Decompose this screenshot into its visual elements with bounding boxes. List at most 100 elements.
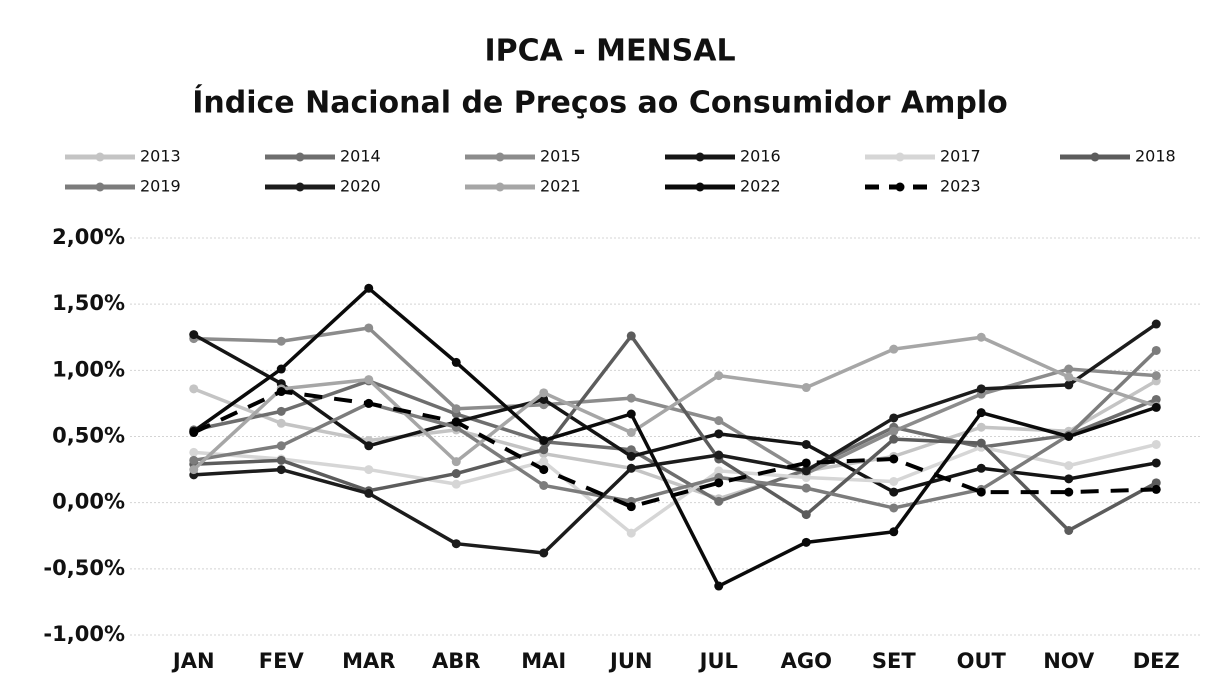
series-marker: [714, 416, 724, 426]
x-tick-label: OUT: [957, 649, 1007, 673]
series-marker: [189, 330, 199, 340]
series-marker: [276, 455, 286, 465]
series-line: [193, 349, 1158, 510]
series-marker: [626, 393, 636, 403]
legend-item: 2022: [665, 177, 781, 196]
series-marker: [276, 336, 286, 346]
series-marker: [539, 394, 549, 404]
legend-label: 2017: [940, 147, 981, 166]
series-marker: [539, 388, 549, 398]
x-tick-label: JAN: [171, 649, 215, 673]
series-marker: [1064, 474, 1074, 484]
legend-item: 2017: [865, 147, 981, 166]
series-marker: [1151, 458, 1161, 468]
legend-label: 2018: [1135, 147, 1176, 166]
legend-marker: [95, 182, 105, 192]
legend-marker: [495, 152, 505, 162]
chart-subtitle: Índice Nacional de Preços ao Consumidor …: [192, 85, 1008, 121]
series-marker: [801, 439, 811, 449]
series-marker: [1064, 525, 1074, 535]
series-marker: [889, 344, 899, 354]
series-marker: [714, 429, 724, 439]
y-tick-label: 2,00%: [52, 225, 125, 249]
series-marker: [189, 465, 199, 475]
legend-item: 2020: [265, 177, 381, 196]
series-marker: [801, 473, 811, 483]
series-marker: [714, 371, 724, 381]
legend-label: 2020: [340, 177, 381, 196]
series-marker: [1064, 461, 1074, 471]
series-marker: [539, 435, 549, 445]
series-marker: [626, 463, 636, 473]
legend-label: 2016: [740, 147, 781, 166]
series-marker: [1151, 394, 1161, 404]
legend-item: 2015: [465, 147, 581, 166]
series-marker: [801, 458, 811, 468]
y-tick-label: -1,00%: [43, 622, 125, 646]
series-marker: [451, 479, 461, 489]
y-tick-label: 1,50%: [52, 291, 125, 315]
series-marker: [276, 465, 286, 475]
series-marker: [539, 465, 549, 475]
x-tick-label: MAI: [521, 649, 566, 673]
series-line: [193, 379, 1158, 501]
series-marker: [1151, 371, 1161, 381]
legend-item: 2016: [665, 147, 781, 166]
legend-marker: [295, 152, 305, 162]
series-marker: [364, 488, 374, 498]
legend-marker: [895, 182, 905, 192]
series-marker: [1064, 432, 1074, 441]
x-tick-label: JUL: [698, 649, 738, 673]
series-marker: [976, 438, 986, 448]
series-marker: [364, 323, 374, 333]
legend-label: 2023: [940, 177, 981, 196]
series-line: [192, 333, 1157, 494]
series-marker: [451, 417, 461, 427]
series-marker: [1064, 364, 1074, 374]
series-marker: [189, 455, 199, 465]
x-tick-label: FEV: [259, 649, 305, 673]
series-marker: [364, 283, 374, 293]
series-marker: [889, 426, 899, 436]
x-tick-label: JUN: [608, 649, 652, 673]
series-marker: [451, 404, 461, 414]
legend-item: 2019: [65, 177, 181, 196]
series-marker: [714, 496, 724, 506]
series-marker: [801, 537, 811, 547]
series-line: [192, 286, 1157, 588]
series-marker: [889, 476, 899, 486]
legend-marker: [95, 152, 105, 162]
series-marker: [976, 384, 986, 394]
series-marker: [364, 441, 374, 451]
series-marker: [714, 466, 724, 476]
series-marker: [801, 510, 811, 520]
series-marker: [1151, 345, 1161, 355]
series-marker: [626, 451, 636, 461]
series-marker: [189, 447, 199, 457]
legend-item: 2023: [865, 177, 981, 196]
series-marker: [189, 428, 199, 438]
series-marker: [451, 457, 461, 467]
series-line: [193, 322, 1158, 555]
chart-title: IPCA - MENSAL: [484, 34, 735, 69]
series-marker: [1151, 402, 1161, 412]
series-marker: [1064, 487, 1074, 497]
series-marker: [451, 357, 461, 367]
series-marker: [714, 478, 724, 488]
series-marker: [1064, 372, 1074, 382]
series-marker: [626, 428, 636, 438]
series-line: [192, 335, 1157, 471]
series-marker: [626, 528, 636, 538]
series-marker: [276, 406, 286, 416]
series-marker: [276, 364, 286, 374]
series-marker: [889, 413, 899, 423]
series-marker: [626, 445, 636, 455]
x-tick-label: ABR: [432, 649, 480, 673]
legend-label: 2013: [140, 147, 181, 166]
series-marker: [364, 465, 374, 475]
series-line: [193, 326, 1157, 476]
series-marker: [539, 548, 549, 558]
y-tick-label: 0,50%: [52, 424, 125, 448]
series-marker: [976, 408, 986, 418]
